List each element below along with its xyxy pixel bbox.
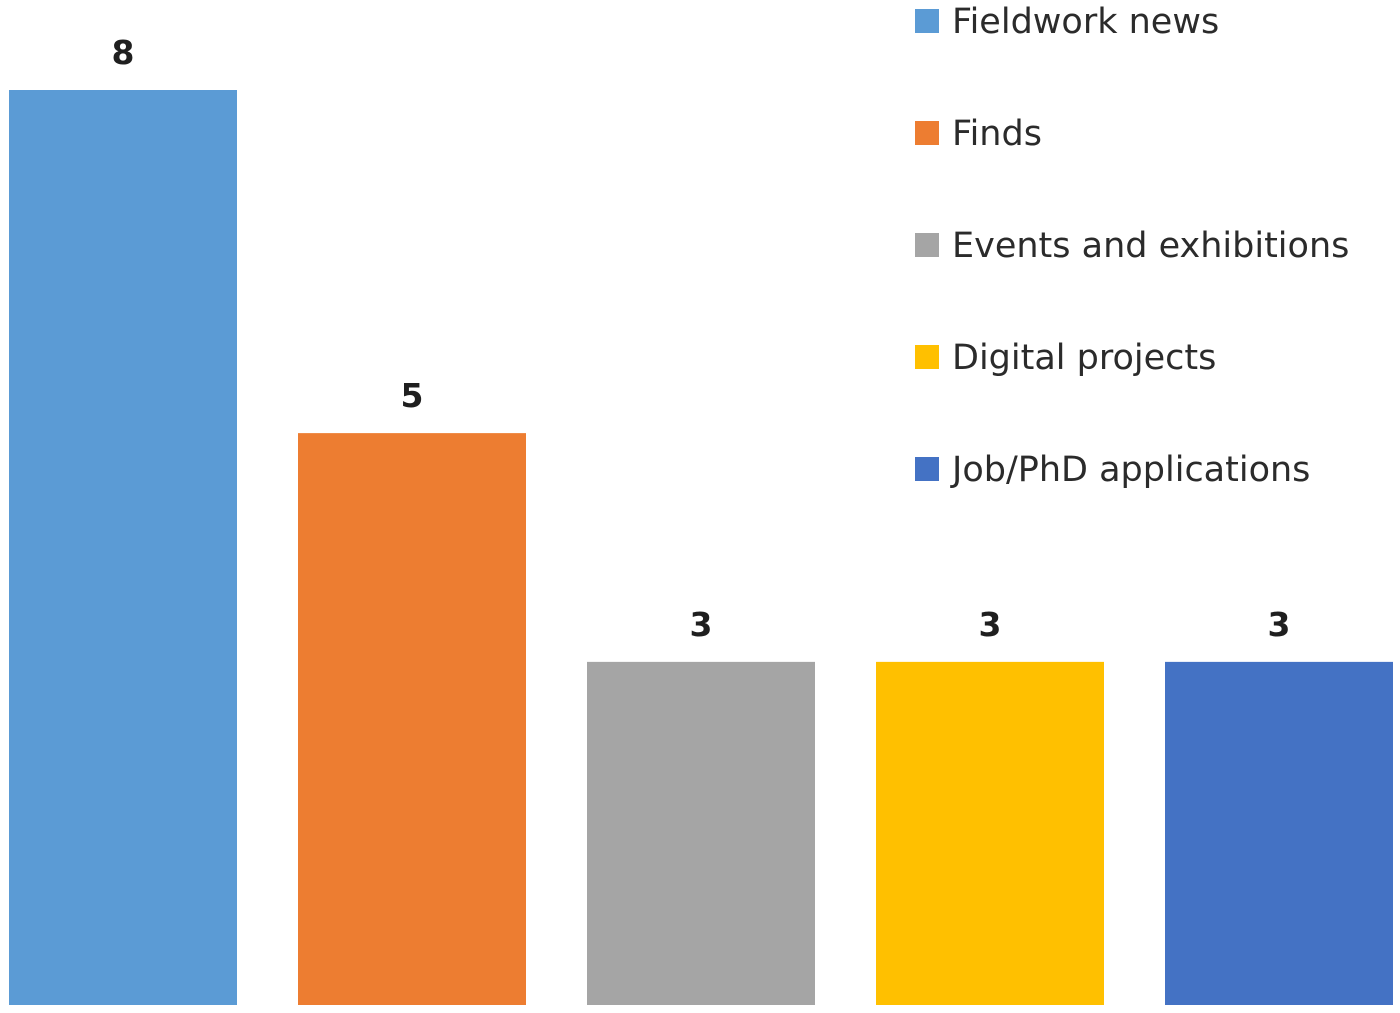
legend-swatch xyxy=(915,457,939,481)
legend-swatch xyxy=(915,233,939,257)
bar-finds xyxy=(298,433,526,1005)
legend-item-events-and-exhibitions: Events and exhibitions xyxy=(915,226,1349,266)
data-label-finds: 5 xyxy=(401,376,424,415)
bar-digital-projects xyxy=(876,661,1104,1005)
legend-label: Fieldwork news xyxy=(952,2,1219,42)
data-label-fieldwork-news: 8 xyxy=(112,33,135,72)
legend-item-finds: Finds xyxy=(915,114,1042,154)
legend-swatch xyxy=(915,121,939,145)
data-labels-group: 8 5 3 3 3 xyxy=(112,33,1291,644)
legend-swatch xyxy=(915,9,939,33)
legend-label: Digital projects xyxy=(952,338,1216,378)
legend-swatch xyxy=(915,345,939,369)
legend-label: Finds xyxy=(952,114,1042,154)
bars-group xyxy=(9,90,1393,1005)
data-label-job-phd-applications: 3 xyxy=(1268,605,1291,644)
data-label-events-and-exhibitions: 3 xyxy=(690,605,713,644)
legend: Fieldwork news Finds Events and exhibition… xyxy=(915,2,1349,490)
data-label-digital-projects: 3 xyxy=(979,605,1002,644)
legend-label: Job/PhD applications xyxy=(950,450,1310,490)
bar-job-phd-applications xyxy=(1165,661,1393,1005)
bar-fieldwork-news xyxy=(9,90,237,1005)
legend-label: Events and exhibitions xyxy=(952,226,1349,266)
legend-item-digital-projects: Digital projects xyxy=(915,338,1216,378)
legend-item-job-phd-applications: Job/PhD applications xyxy=(915,450,1310,490)
legend-item-fieldwork-news: Fieldwork news xyxy=(915,2,1219,42)
bar-events-and-exhibitions xyxy=(587,661,815,1005)
